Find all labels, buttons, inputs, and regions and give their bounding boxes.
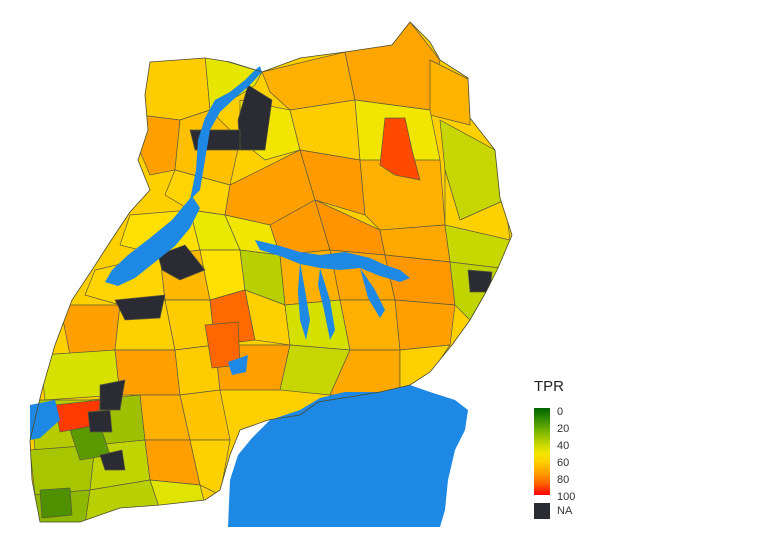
legend-tick-80: 80 bbox=[557, 474, 570, 486]
lake-victoria bbox=[228, 385, 468, 527]
legend-tick-100: 100 bbox=[557, 491, 576, 503]
legend-na-swatch bbox=[534, 503, 550, 519]
legend-tick-40: 40 bbox=[557, 440, 570, 452]
lake-albert bbox=[105, 196, 200, 286]
albert-nile bbox=[190, 66, 262, 200]
legend-tick-20: 20 bbox=[557, 423, 570, 435]
legend-na-label: NA bbox=[557, 505, 573, 517]
legend-color-scale bbox=[534, 408, 550, 495]
water-bodies bbox=[30, 66, 468, 527]
legend-title: TPR bbox=[534, 378, 564, 395]
lake-kyoga bbox=[255, 240, 410, 282]
legend-tick-0: 0 bbox=[557, 406, 564, 418]
legend-tick-60: 60 bbox=[557, 457, 570, 469]
country-outline bbox=[29, 21, 513, 523]
